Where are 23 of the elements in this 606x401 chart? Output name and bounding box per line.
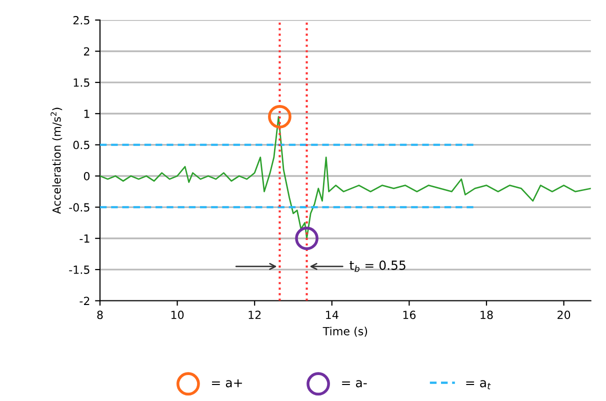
y-tick-label: 1 [84, 110, 90, 118]
y-tick-label: 0 [84, 172, 90, 180]
y-tick-label: -0.5 [69, 203, 90, 212]
annotation: t$_{b}$ = 0.55 [350, 260, 406, 272]
y-axis-title: Acceleration (m/s$^{2}$) [50, 108, 62, 214]
y-tick-label: 2.5 [73, 16, 90, 24]
legend-label: = a- [342, 380, 367, 388]
x-tick-label: 16 [403, 310, 416, 320]
x-tick-label: 8 [97, 310, 103, 320]
x-axis-title: Time (s) [322, 326, 368, 337]
y-tick-label: -1.5 [69, 266, 90, 274]
x-tick-label: 18 [480, 310, 493, 320]
x-tick-label: 14 [326, 310, 338, 319]
y-tick-label: 2 [84, 47, 90, 56]
legend-label: = a$_{t}$ [466, 380, 491, 390]
x-tick-label: 12 [248, 310, 261, 319]
legend-label: = a+ [212, 379, 242, 388]
y-tick-label: 0.5 [73, 140, 90, 150]
y-tick-label: -1 [80, 234, 90, 243]
x-tick-label: 20 [558, 310, 570, 320]
x-tick-label: 10 [171, 310, 184, 320]
y-tick-label: 1.5 [74, 78, 90, 87]
y-tick-label: -2 [80, 296, 90, 305]
